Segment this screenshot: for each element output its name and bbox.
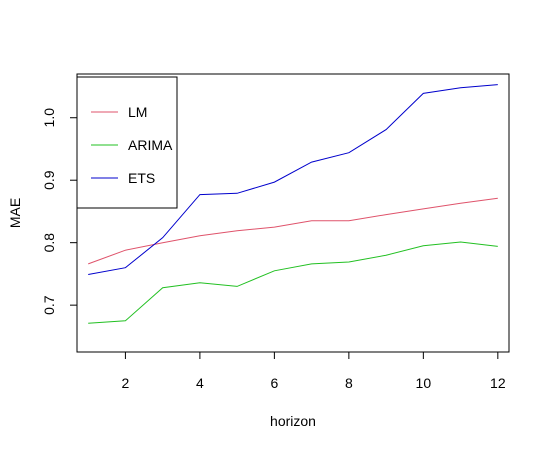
series-line-ets [88, 84, 498, 275]
x-tick-label: 6 [270, 375, 278, 391]
x-tick-label: 2 [122, 375, 130, 391]
x-axis: 2 4 6 8 10 12 [122, 351, 506, 391]
x-axis-label: horizon [270, 413, 316, 429]
y-tick-label: 0.7 [41, 295, 57, 315]
legend-label-ets: ETS [128, 170, 155, 186]
x-tick-label: 12 [490, 375, 506, 391]
series-line-lm [88, 197, 498, 265]
y-tick-label: 0.8 [41, 233, 57, 253]
x-tick-label: 8 [345, 375, 353, 391]
y-axis: 0.7 0.8 0.9 1.0 [41, 108, 78, 315]
x-tick-label: 4 [196, 375, 204, 391]
legend-box [76, 76, 178, 209]
legend-label-lm: LM [128, 104, 147, 120]
x-tick-label: 10 [416, 375, 432, 391]
y-tick-label: 0.9 [41, 170, 57, 190]
y-axis-label: MAE [7, 198, 23, 228]
series-layer [88, 84, 498, 324]
legend-label-arima: ARIMA [128, 137, 173, 153]
legend: LM ARIMA ETS [76, 76, 178, 209]
y-tick-label: 1.0 [41, 108, 57, 128]
series-line-arima [88, 241, 498, 324]
